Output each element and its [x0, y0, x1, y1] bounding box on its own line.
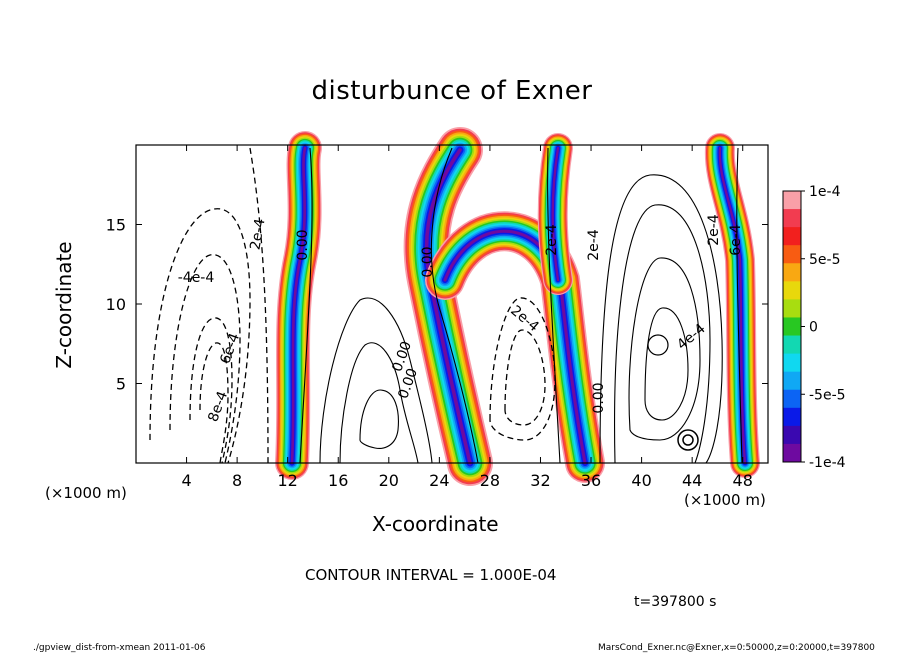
x-tick-label: 36	[581, 471, 601, 490]
contour-positive	[339, 342, 419, 464]
x-axis-label: X-coordinate	[372, 512, 499, 536]
contour-positive	[644, 307, 689, 421]
contour-positive	[628, 257, 701, 441]
contour-label: 2e-4	[586, 229, 602, 261]
contour-label: 0.00	[591, 382, 607, 413]
contour-negative	[189, 317, 233, 464]
colorbar-swatch	[783, 281, 801, 300]
colorbar-swatch	[783, 299, 801, 318]
time-label: t=397800 s	[634, 594, 717, 610]
contour-negative	[504, 329, 546, 426]
plume-band-upper	[551, 146, 560, 282]
y-tick-label: 5	[116, 375, 126, 394]
footer-right: MarsCond_Exner.nc@Exner,x=0:50000,z=0:20…	[598, 643, 875, 653]
colorbar-label: 0	[809, 320, 818, 336]
x-tick-label: 8	[232, 471, 242, 490]
contour-positive	[547, 147, 561, 464]
contour-label: 0.00	[295, 229, 311, 260]
colorbar-swatch	[783, 425, 801, 445]
plume-band-right	[718, 146, 747, 465]
x-tick-label: 28	[480, 471, 500, 490]
y-tick-label: 15	[106, 216, 126, 235]
contour-interval-note: CONTOUR INTERVAL = 1.000E-04	[305, 566, 557, 584]
colorbar-swatch	[783, 443, 801, 463]
shaded-bands	[275, 127, 760, 486]
contour-label: 6e-4	[728, 224, 744, 256]
plume-band-left	[290, 146, 307, 465]
contour-label: 4e-4	[674, 321, 708, 354]
x-tick-label: 16	[328, 471, 348, 490]
x-tick-label: 20	[379, 471, 399, 490]
x-tick-label: 32	[530, 471, 550, 490]
colorbar: 1e-4 5e-5 0 -5e-5 -1e-4	[782, 184, 846, 471]
colorbar-swatch	[783, 389, 801, 409]
contour-negative	[169, 254, 241, 464]
x-axis: 4 8 12 16 20 24 28 32 36 40 44 48	[181, 145, 753, 490]
footer-left: ./gpview_dist-from-xmean 2011-01-06	[33, 643, 206, 653]
colorbar-label: -5e-5	[809, 387, 846, 403]
x-tick-label: 12	[278, 471, 298, 490]
contour-positive	[299, 147, 313, 464]
colorbar-label: 1e-4	[809, 184, 841, 200]
contour-positive	[359, 389, 399, 449]
x-tick-label: 24	[429, 471, 449, 490]
contour-lines	[149, 147, 743, 464]
contour-label: -4e-4	[178, 270, 215, 286]
contour-label: 2e-4	[247, 217, 268, 251]
x-tick-label: 40	[631, 471, 651, 490]
x-unit-right: (×1000 m)	[684, 491, 766, 509]
colorbar-swatch	[783, 227, 801, 246]
chart-title: disturbunce of Exner	[311, 76, 593, 106]
colorbar-swatch	[783, 263, 801, 282]
colorbar-swatch	[783, 353, 801, 373]
x-tick-label: 48	[733, 471, 753, 490]
contour-negative	[149, 208, 251, 464]
contour-label: 2e-4	[706, 214, 722, 246]
colorbar-swatch	[783, 209, 801, 228]
contour-positive	[319, 297, 433, 464]
colorbar-swatch	[783, 407, 801, 427]
contour-label: 2e-4	[507, 303, 541, 336]
y-axis-label: Z-coordinate	[52, 241, 76, 369]
y-axis: 5 10 15	[106, 216, 768, 394]
contour-positive	[736, 147, 743, 464]
x-tick-label: 44	[682, 471, 702, 490]
y-tick-label: 10	[106, 295, 126, 314]
x-tick-label: 4	[181, 471, 191, 490]
contour-negative	[249, 147, 269, 464]
contour-positive	[430, 147, 479, 464]
colorbar-swatch	[783, 191, 801, 210]
contour-negative	[199, 342, 229, 464]
colorbar-swatch	[783, 245, 801, 264]
colorbar-label: 5e-5	[809, 252, 840, 268]
contour-positive	[614, 204, 711, 464]
contour-closed	[647, 334, 669, 356]
colorbar-swatch	[783, 317, 801, 337]
contour-closed	[682, 434, 694, 446]
colorbar-swatch	[783, 335, 801, 355]
contour-positive	[599, 174, 723, 464]
colorbar-swatch	[783, 371, 801, 391]
contour-label: 0.00	[420, 246, 436, 277]
contour-label: 2e-4	[544, 224, 560, 256]
x-unit-left: (×1000 m)	[45, 484, 127, 502]
colorbar-label: -1e-4	[809, 455, 846, 471]
contour-closed	[677, 429, 699, 451]
